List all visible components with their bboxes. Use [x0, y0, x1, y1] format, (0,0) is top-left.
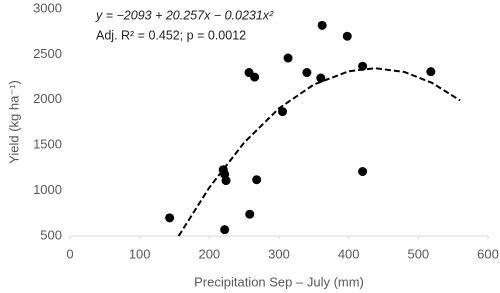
x-tick-label: 100: [129, 246, 151, 261]
x-axis-title: Precipitation Sep – July (mm): [194, 274, 364, 289]
y-tick-label: 2500: [33, 46, 62, 61]
data-point: [252, 175, 262, 185]
y-tick-label: 1000: [33, 182, 62, 197]
fit-curve: [177, 67, 461, 237]
y-axis-title: Yield (kg ha⁻¹): [6, 80, 21, 164]
equation: y = −2093 + 20.257x − 0.0231x²: [95, 8, 274, 22]
data-point: [358, 61, 368, 71]
data-point: [277, 107, 287, 117]
data-point: [358, 167, 368, 177]
y-tick-label: 3000: [33, 0, 62, 15]
data-point: [426, 67, 436, 77]
y-tick-label: 2000: [33, 91, 62, 106]
x-tick-label: 200: [198, 246, 220, 261]
data-point: [250, 72, 260, 82]
data-point: [165, 213, 175, 223]
x-tick-label: 400: [338, 246, 360, 261]
data-point: [221, 176, 231, 186]
data-point: [342, 31, 352, 41]
y-tick-label: 500: [40, 227, 62, 242]
data-point: [317, 20, 327, 30]
data-point: [220, 225, 230, 235]
x-tick-label: 300: [268, 246, 290, 261]
data-point: [316, 73, 326, 83]
x-tick-label: 600: [477, 246, 499, 261]
data-point: [283, 53, 293, 63]
x-tick-label: 0: [66, 246, 73, 261]
data-point: [302, 68, 312, 78]
data-point: [245, 209, 255, 219]
y-tick-label: 1500: [33, 137, 62, 152]
fit-stats: Adj. R² = 0.452; p = 0.0012: [96, 28, 246, 42]
x-tick-label: 500: [407, 246, 429, 261]
